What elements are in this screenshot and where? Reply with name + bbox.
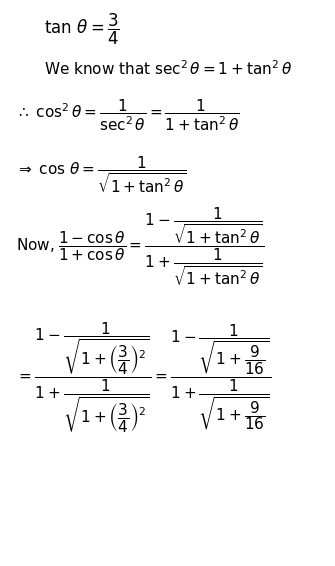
Text: We know that $\sec^2\theta = 1 + \tan^2\theta$: We know that $\sec^2\theta = 1 + \tan^2\… <box>44 59 292 78</box>
Text: $\therefore\;\cos^2\theta = \dfrac{1}{\sec^2\theta} = \dfrac{1}{1+\tan^2\theta}$: $\therefore\;\cos^2\theta = \dfrac{1}{\s… <box>16 98 240 134</box>
Text: $\text{Now,}\;\dfrac{1-\cos\theta}{1+\cos\theta} = \dfrac{1 - \dfrac{1}{\sqrt{1+: $\text{Now,}\;\dfrac{1-\cos\theta}{1+\co… <box>16 205 265 288</box>
Text: $= \dfrac{1 - \dfrac{1}{\sqrt{1+\left(\dfrac{3}{4}\right)^2}}}{1 + \dfrac{1}{\sq: $= \dfrac{1 - \dfrac{1}{\sqrt{1+\left(\d… <box>16 321 272 435</box>
Text: $\tan\,\theta = \dfrac{3}{4}$: $\tan\,\theta = \dfrac{3}{4}$ <box>44 12 120 47</box>
Text: $\Rightarrow\;\cos\,\theta = \dfrac{1}{\sqrt{1+\tan^2\theta}}$: $\Rightarrow\;\cos\,\theta = \dfrac{1}{\… <box>16 154 187 195</box>
